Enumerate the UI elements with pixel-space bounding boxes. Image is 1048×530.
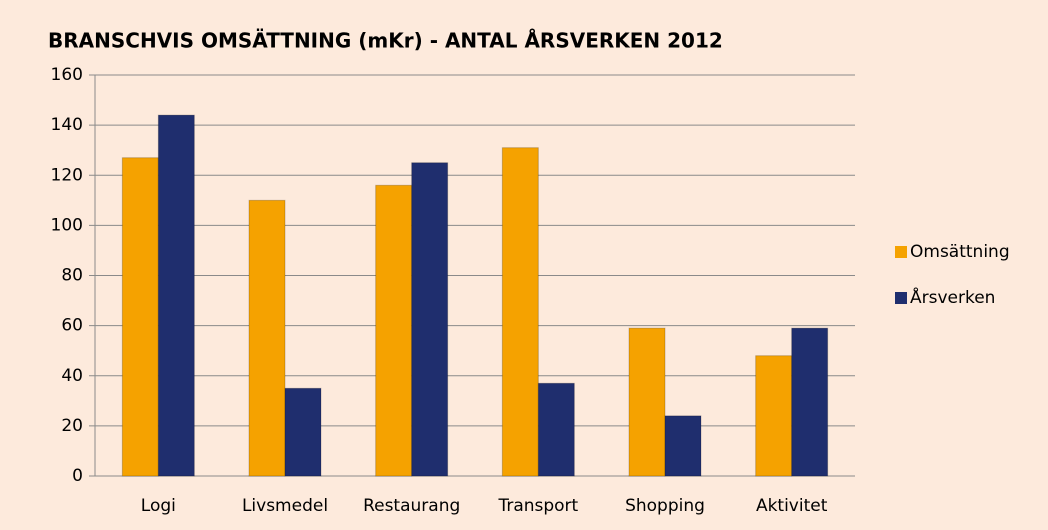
y-tick-label: 160 bbox=[51, 65, 83, 85]
bar bbox=[537, 382, 575, 477]
y-tick-label: 140 bbox=[51, 115, 83, 135]
legend-label: Omsättning bbox=[910, 242, 1010, 262]
bar bbox=[157, 114, 195, 477]
y-tick-label: 100 bbox=[51, 215, 83, 235]
bar bbox=[248, 199, 286, 477]
bar bbox=[664, 415, 702, 477]
x-tick-label: Aktivitet bbox=[756, 496, 828, 516]
legend-swatch bbox=[895, 246, 907, 258]
legend-label: Årsverken bbox=[910, 286, 995, 308]
bar bbox=[121, 157, 159, 477]
y-tick-label: 20 bbox=[61, 416, 83, 436]
x-tick-label: Livsmedel bbox=[242, 496, 328, 516]
bar bbox=[501, 147, 539, 477]
x-tick-label: Shopping bbox=[625, 496, 705, 516]
bar bbox=[411, 162, 449, 477]
y-tick-label: 0 bbox=[72, 466, 83, 486]
bar bbox=[284, 387, 322, 477]
chart-title: BRANSCHVIS OMSÄTTNING (mKr) - ANTAL ÅRSV… bbox=[48, 29, 723, 53]
bar bbox=[791, 327, 829, 477]
x-tick-label: Logi bbox=[141, 496, 176, 516]
y-tick-label: 80 bbox=[61, 266, 83, 286]
legend-swatch bbox=[895, 292, 907, 304]
bar bbox=[755, 355, 793, 477]
y-tick-label: 120 bbox=[51, 165, 83, 185]
y-tick-label: 60 bbox=[61, 316, 83, 336]
x-tick-label: Restaurang bbox=[363, 496, 460, 516]
x-tick-label: Transport bbox=[497, 496, 578, 516]
bar bbox=[375, 184, 413, 477]
bar bbox=[628, 327, 666, 477]
y-tick-label: 40 bbox=[61, 366, 83, 386]
